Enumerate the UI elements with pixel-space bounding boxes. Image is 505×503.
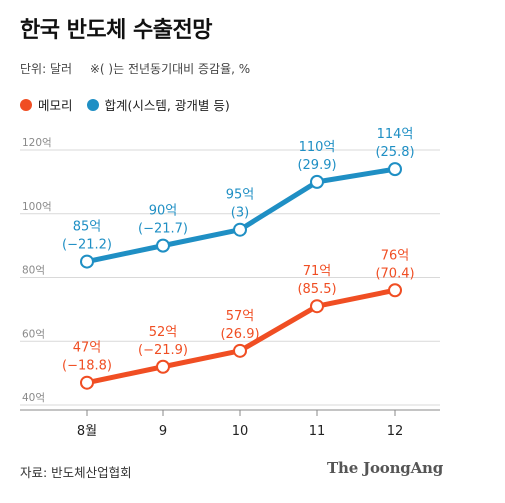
change-label: (3) (231, 206, 249, 221)
chart-title: 한국 반도체 수출전망 (20, 18, 212, 43)
legend: 메모리 합계(시스템, 광개별 등) (20, 95, 244, 114)
y-tick-label: 100억 (22, 201, 52, 213)
y-tick-label: 40억 (22, 392, 45, 404)
change-rate-note: ※( )는 전년동기대비 증감율, % (89, 62, 251, 76)
data-point (310, 174, 324, 189)
data-point (310, 299, 324, 314)
data-label: 90억 (149, 204, 178, 219)
change-label: (29.9) (297, 158, 336, 173)
data-label: 57억 (226, 309, 255, 324)
data-point (388, 283, 402, 298)
x-tick-label: 11 (309, 424, 326, 439)
change-label: (−21.9) (138, 343, 188, 358)
data-point (80, 375, 94, 390)
data-label: 85억 (73, 220, 102, 235)
data-label: 95억 (226, 188, 255, 203)
unit-note: 단위: 달러 (20, 62, 73, 76)
data-label: 71억 (303, 264, 332, 279)
data-point (156, 238, 170, 253)
data-point (388, 162, 402, 177)
legend-swatch-total (86, 98, 99, 111)
change-label: (25.8) (375, 145, 414, 160)
change-label: (26.9) (220, 327, 259, 342)
legend-item-total: 합계(시스템, 광개별 등) (86, 95, 230, 114)
x-tick-label: 12 (387, 424, 404, 439)
source-note: 자료: 반도체산업협회 (20, 465, 132, 480)
x-tick-label: 10 (232, 424, 249, 439)
change-label: (85.5) (297, 282, 336, 297)
data-label: 47억 (73, 341, 102, 356)
data-label: 110억 (299, 140, 336, 155)
data-point (233, 343, 247, 358)
data-point (156, 359, 170, 374)
change-label: (−21.7) (138, 222, 188, 237)
legend-label-memory: 메모리 (38, 98, 73, 113)
y-tick-label: 120억 (22, 137, 52, 149)
change-label: (70.4) (375, 266, 414, 281)
legend-swatch-memory (20, 98, 32, 111)
x-tick-label: 9 (159, 424, 167, 439)
publisher-logo: The JoongAng (327, 459, 443, 477)
legend-label-total: 합계(시스템, 광개별 등) (104, 98, 230, 113)
chart-subtitle: 단위: 달러 ※( )는 전년동기대비 증감율, % (20, 60, 250, 77)
data-label: 76억 (381, 248, 410, 263)
data-label: 52억 (149, 325, 178, 340)
data-point (233, 222, 247, 237)
data-label: 114억 (377, 127, 414, 142)
data-point (80, 254, 94, 269)
y-tick-label: 60억 (22, 328, 45, 340)
x-tick-label: 8월 (77, 424, 97, 439)
change-label: (−21.2) (62, 238, 112, 253)
y-tick-label: 80억 (22, 265, 45, 277)
legend-item-memory: 메모리 (20, 95, 73, 114)
change-label: (−18.8) (62, 359, 112, 374)
